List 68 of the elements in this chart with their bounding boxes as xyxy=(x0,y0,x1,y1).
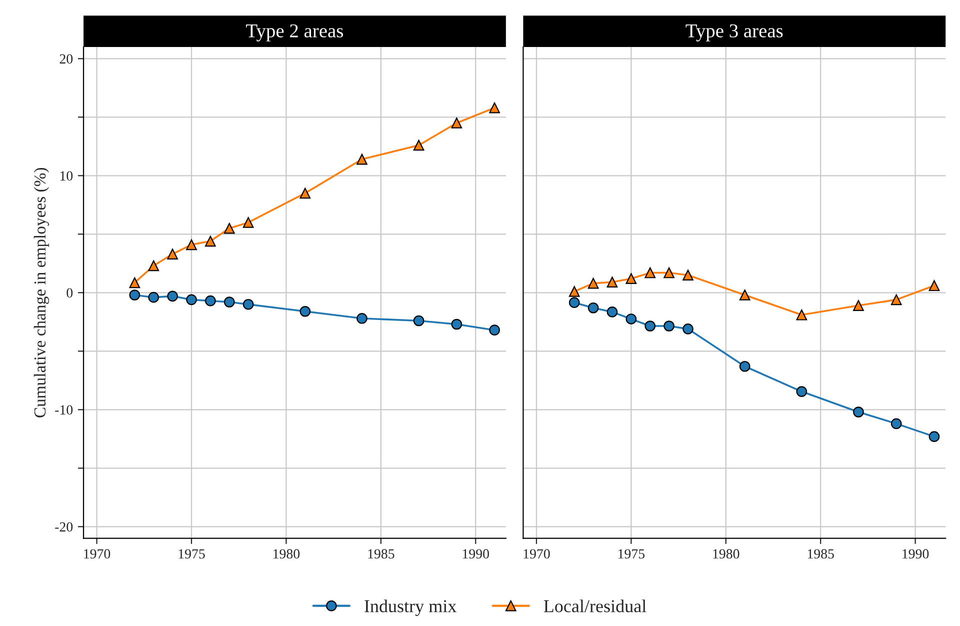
point xyxy=(186,294,197,306)
point xyxy=(300,188,311,199)
point xyxy=(186,239,197,250)
point xyxy=(568,286,580,297)
point xyxy=(300,306,311,317)
x-tick-label: 1970 xyxy=(524,549,550,559)
point xyxy=(626,273,637,284)
point xyxy=(413,315,424,326)
chart-title: Type 3 areas xyxy=(686,24,783,42)
y-axis-title: Cumulative change in employees (%) xyxy=(34,168,50,418)
point xyxy=(413,140,424,151)
point xyxy=(928,280,940,292)
chart-title: Type 2 areas xyxy=(246,24,343,42)
point xyxy=(451,118,462,128)
y-tick-label: 0 xyxy=(66,288,73,298)
point xyxy=(796,386,808,397)
point xyxy=(644,267,656,278)
x-tick-label: 1975 xyxy=(618,549,645,559)
x-tick-label: 1980 xyxy=(713,549,740,559)
point xyxy=(148,292,160,303)
point xyxy=(682,324,694,334)
point xyxy=(664,320,674,332)
point xyxy=(242,217,254,228)
legend-label: Local/residual xyxy=(544,600,646,612)
y-tick-label: 20 xyxy=(60,54,73,64)
point xyxy=(853,406,864,418)
point xyxy=(148,260,160,272)
point xyxy=(129,290,140,300)
x-tick-label: 1970 xyxy=(84,549,110,559)
point xyxy=(606,306,618,318)
point xyxy=(664,267,674,278)
point xyxy=(205,236,216,247)
point xyxy=(796,309,808,320)
point xyxy=(224,296,235,308)
point xyxy=(167,290,178,302)
point xyxy=(588,278,599,289)
point xyxy=(853,300,864,311)
point xyxy=(568,297,580,308)
y-tick-label: -20 xyxy=(55,522,73,532)
point xyxy=(739,290,750,300)
point xyxy=(129,277,140,288)
point xyxy=(588,302,599,314)
legend-label: Industry mix xyxy=(364,600,456,616)
y-tick-label: 10 xyxy=(60,171,73,181)
point xyxy=(224,222,235,234)
point xyxy=(167,248,178,260)
x-tick-label: 1990 xyxy=(462,549,489,559)
point xyxy=(644,320,656,332)
point xyxy=(451,318,462,330)
x-tick-label: 1990 xyxy=(902,549,929,559)
x-tick-label: 1985 xyxy=(808,549,834,559)
x-tick-label: 1975 xyxy=(178,549,205,559)
y-tick-label: -10 xyxy=(55,405,73,415)
point xyxy=(489,102,500,114)
point xyxy=(890,418,902,430)
point xyxy=(489,324,500,336)
point xyxy=(356,154,368,165)
point xyxy=(739,360,750,372)
point xyxy=(682,270,694,281)
point xyxy=(242,298,254,310)
point xyxy=(606,276,618,288)
point xyxy=(890,294,902,306)
point xyxy=(205,295,216,306)
x-tick-label: 1985 xyxy=(368,549,394,559)
x-tick-label: 1980 xyxy=(274,549,300,559)
point xyxy=(356,312,368,324)
point xyxy=(626,314,637,324)
point xyxy=(928,431,940,442)
